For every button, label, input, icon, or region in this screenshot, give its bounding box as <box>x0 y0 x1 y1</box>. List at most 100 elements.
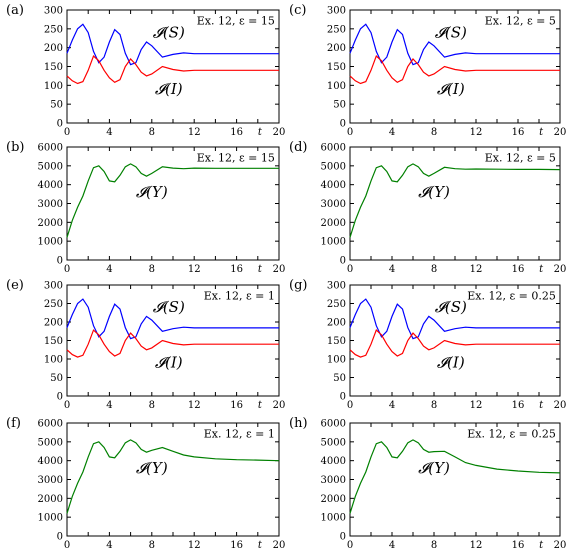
series-line <box>66 298 279 340</box>
x-tick-label: 8 <box>149 264 155 275</box>
x-tick-label: 20 <box>273 540 286 551</box>
y-tick-label: 1000 <box>321 513 346 524</box>
series-label: 𝓘(S) <box>435 298 467 316</box>
y-tick-label: 5000 <box>38 161 63 172</box>
y-tick-label: 250 <box>327 299 346 310</box>
series-label: 𝓘(I) <box>437 354 465 372</box>
x-tick-label: 20 <box>273 264 286 275</box>
panel-letter: (f) <box>6 416 21 431</box>
x-tick-label: 4 <box>106 264 112 275</box>
y-tick-label: 200 <box>327 318 346 329</box>
y-tick-label: 0 <box>57 532 63 543</box>
series-line <box>66 163 279 238</box>
panel-annotation: Ex. 12, ε = 1 <box>204 428 275 441</box>
x-tick-label: 16 <box>512 127 525 138</box>
panel-annotation: Ex. 12, ε = 5 <box>485 152 556 165</box>
x-tick-label: 16 <box>512 264 525 275</box>
panel-annotation: Ex. 12, ε = 15 <box>197 152 275 165</box>
y-tick-label: 3000 <box>38 475 63 486</box>
series-line <box>66 23 279 66</box>
panel-letter: (d) <box>289 140 307 155</box>
y-tick-label: 300 <box>327 281 346 292</box>
x-tick-label: 12 <box>470 127 483 138</box>
x-tick-label: 20 <box>554 264 567 275</box>
y-tick-label: 300 <box>44 281 63 292</box>
panel-letter: (e) <box>6 278 24 293</box>
y-tick-label: 5000 <box>321 161 346 172</box>
x-tick-label: 0 <box>347 540 353 551</box>
y-tick-label: 150 <box>327 336 346 347</box>
y-tick-label: 6000 <box>38 419 63 430</box>
y-tick-label: 0 <box>340 119 346 130</box>
x-tick-label: 8 <box>149 400 155 411</box>
chart-panel-f: 0 1000 2000 3000 4000 5000 6000 0 4 8 12 16 t 20 𝓘(Y) E… <box>6 416 285 551</box>
y-tick-label: 0 <box>340 256 346 267</box>
x-axis-label: t <box>258 400 263 411</box>
x-tick-label: 12 <box>188 127 201 138</box>
y-tick-label: 2000 <box>321 218 346 229</box>
x-tick-label: 16 <box>230 264 243 275</box>
series-line <box>349 439 561 514</box>
x-tick-label: 8 <box>149 127 155 138</box>
series-line <box>349 298 560 340</box>
panel-annotation: Ex. 12, ε = 5 <box>485 15 556 28</box>
x-tick-label: 8 <box>431 540 437 551</box>
x-axis-label: t <box>539 264 544 275</box>
y-tick-label: 100 <box>44 81 63 92</box>
chart-panel-b: 0 1000 2000 3000 4000 5000 6000 0 4 8 12 16 t 20 𝓘(Y) E… <box>6 140 285 275</box>
y-tick-label: 100 <box>327 81 346 92</box>
panel-annotation: Ex. 12, ε = 0.25 <box>467 289 556 302</box>
y-tick-label: 150 <box>327 62 346 73</box>
x-tick-label: 20 <box>273 400 286 411</box>
y-tick-label: 50 <box>333 373 346 384</box>
x-tick-label: 4 <box>106 127 112 138</box>
panel-annotation: Ex. 12, ε = 15 <box>197 15 275 28</box>
panel-annotation: Ex. 12, ε = 0.25 <box>467 428 556 441</box>
y-tick-label: 300 <box>44 6 63 17</box>
x-tick-label: 12 <box>188 400 201 411</box>
y-tick-label: 150 <box>44 336 63 347</box>
x-tick-label: 20 <box>554 400 567 411</box>
series-label: 𝓘(Y) <box>136 459 168 477</box>
x-tick-label: 0 <box>64 264 70 275</box>
y-tick-label: 0 <box>57 119 63 130</box>
y-tick-label: 3000 <box>38 199 63 210</box>
y-tick-label: 200 <box>327 43 346 54</box>
y-tick-label: 200 <box>44 318 63 329</box>
series-label: 𝓘(S) <box>153 24 185 42</box>
x-tick-label: 8 <box>431 400 437 411</box>
x-tick-label: 12 <box>188 264 201 275</box>
series-label: 𝓘(Y) <box>418 183 450 201</box>
x-tick-label: 20 <box>554 127 567 138</box>
x-tick-label: 16 <box>230 540 243 551</box>
x-tick-label: 8 <box>149 540 155 551</box>
chart-panel-h: 0 1000 2000 3000 4000 5000 6000 0 4 8 12 16 t 20 𝓘(Y) E… <box>289 416 566 551</box>
series-label: 𝓘(Y) <box>418 459 450 477</box>
y-tick-label: 300 <box>327 6 346 17</box>
x-tick-label: 0 <box>347 264 353 275</box>
y-tick-label: 0 <box>57 256 63 267</box>
series-label: 𝓘(Y) <box>136 183 168 201</box>
panel-annotation: Ex. 12, ε = 1 <box>204 289 275 302</box>
x-tick-label: 8 <box>431 127 437 138</box>
y-tick-label: 100 <box>44 355 63 366</box>
x-axis-label: t <box>258 264 263 275</box>
y-tick-label: 50 <box>333 100 346 111</box>
panel-letter: (b) <box>6 140 24 155</box>
x-tick-label: 0 <box>64 400 70 411</box>
x-tick-label: 16 <box>512 400 525 411</box>
chart-panel-a: 0 50 100 150 200 250 300 0 4 8 12 16 t 20 𝓘(S) 𝓘(I) Ex. … <box>6 3 285 138</box>
x-tick-label: 16 <box>512 540 525 551</box>
y-tick-label: 4000 <box>38 456 63 467</box>
y-tick-label: 5000 <box>321 437 346 448</box>
x-tick-label: 4 <box>389 264 395 275</box>
y-tick-label: 4000 <box>321 456 346 467</box>
y-tick-label: 4000 <box>38 180 63 191</box>
x-axis-label: t <box>258 127 263 138</box>
series-label: 𝓘(I) <box>155 80 183 98</box>
y-tick-label: 150 <box>44 62 63 73</box>
series-line <box>66 439 280 514</box>
x-tick-label: 16 <box>230 127 243 138</box>
y-tick-label: 250 <box>327 24 346 35</box>
